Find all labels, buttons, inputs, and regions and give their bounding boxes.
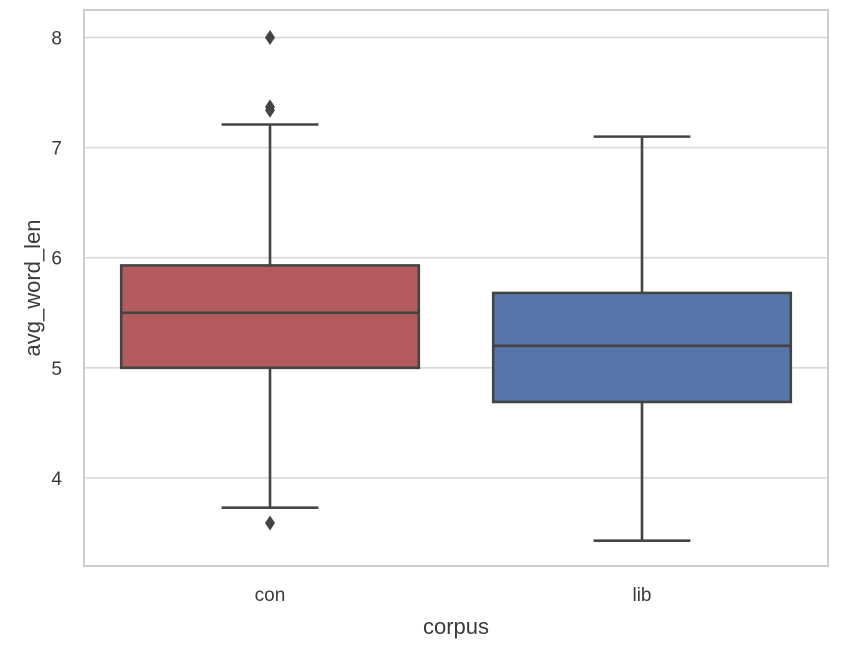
y-tick-label: 6	[51, 249, 62, 270]
box-group-lib	[491, 135, 793, 542]
y-axis-label: avg_word_len	[20, 220, 45, 357]
x-tick-label: lib	[632, 585, 651, 606]
x-tick-label: con	[255, 585, 286, 606]
outlier-point	[265, 515, 275, 531]
box-group-con	[119, 30, 421, 531]
y-tick-label: 8	[51, 29, 62, 50]
x-axis-label: corpus	[423, 614, 489, 639]
grid-lines	[84, 36, 828, 479]
iqr-box	[119, 264, 421, 370]
x-tick-labels: con lib	[255, 585, 652, 606]
outlier-point	[265, 30, 275, 46]
outlier-point	[265, 102, 275, 118]
y-tick-labels: 4 5 6 7 8	[51, 29, 62, 490]
plot-frame	[83, 9, 829, 567]
iqr-box	[491, 291, 793, 404]
y-tick-label: 4	[51, 469, 62, 490]
box-plot-marks	[119, 30, 793, 542]
y-tick-label: 5	[51, 359, 62, 380]
y-tick-label: 7	[51, 139, 62, 160]
